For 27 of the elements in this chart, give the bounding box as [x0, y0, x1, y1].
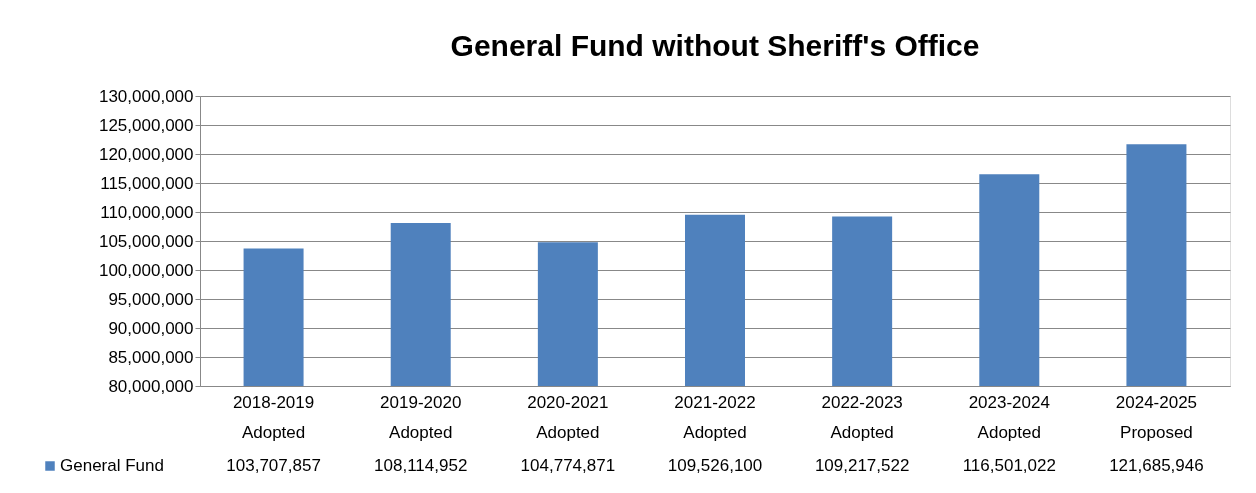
- y-tick-label: 120,000,000: [98, 144, 194, 164]
- y-tick-label: 110,000,000: [100, 202, 194, 222]
- y-tick-label: 130,000,000: [98, 86, 194, 106]
- data-label: 104,774,871: [520, 456, 616, 475]
- y-tick-label: 105,000,000: [98, 231, 194, 251]
- y-tick-label: 80,000,000: [108, 376, 194, 396]
- x-tick-label: 2022-2023 Adopted: [821, 392, 903, 442]
- legend-label: General Fund: [60, 456, 164, 475]
- x-tick-label: 2019-2020 Adopted: [380, 392, 462, 442]
- y-tick-label: 125,000,000: [98, 115, 194, 135]
- x-tick-label: 2018-2019 Adopted: [232, 392, 315, 442]
- y-tick-label: 90,000,000: [108, 318, 194, 338]
- x-tick-label: 2020-2021 Adopted: [527, 392, 609, 442]
- data-label: 109,526,100: [667, 456, 763, 475]
- y-tick-label: 95,000,000: [108, 289, 194, 309]
- data-label: 103,707,857: [226, 456, 321, 475]
- x-tick-label: 2024-2025 Proposed: [1115, 392, 1198, 442]
- y-tick-label: 85,000,000: [108, 347, 194, 367]
- data-label: 121,685,946: [1109, 456, 1204, 475]
- data-label: 116,501,022: [962, 456, 1056, 475]
- x-tick-label: 2021-2022 Adopted: [674, 392, 756, 442]
- data-label: 108,114,952: [374, 456, 468, 475]
- x-tick-label: 2023-2024 Adopted: [968, 392, 1050, 442]
- data-label: 109,217,522: [814, 456, 910, 475]
- y-tick-label: 100,000,000: [98, 260, 194, 280]
- chart-title: General Fund without Sheriff's Office: [450, 29, 980, 62]
- y-tick-label: 115,000,000: [100, 173, 194, 193]
